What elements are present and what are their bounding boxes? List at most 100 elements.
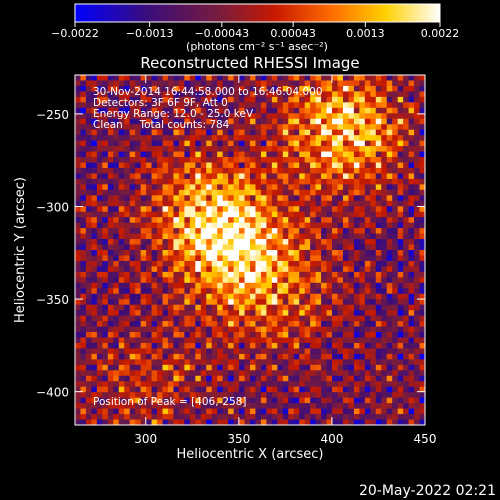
heatmap-cell	[118, 124, 125, 131]
heatmap-cell	[342, 293, 350, 300]
heatmap-cell	[200, 75, 207, 82]
heatmap-cell	[151, 239, 158, 246]
heatmap-cell	[222, 85, 229, 93]
heatmap-cell	[217, 381, 224, 388]
heatmap-cell	[140, 353, 147, 360]
heatmap-cell	[359, 178, 366, 185]
heatmap-cell	[375, 353, 382, 360]
heatmap-cell	[255, 392, 262, 399]
heatmap-cell	[146, 250, 153, 257]
heatmap-cell	[129, 233, 136, 240]
heatmap-cell	[282, 271, 289, 278]
heatmap-cell	[157, 211, 164, 218]
heatmap-cell	[96, 299, 103, 306]
heatmap-cell	[386, 195, 393, 202]
heatmap-cell	[370, 304, 377, 311]
heatmap-cell	[184, 146, 191, 153]
heatmap-cell	[381, 102, 388, 109]
heatmap-cell	[342, 271, 350, 278]
y-tick-label: −300	[36, 200, 69, 214]
heatmap-cell	[337, 342, 344, 350]
heatmap-cell	[408, 206, 415, 213]
heatmap-cell	[299, 250, 306, 257]
heatmap-cell	[173, 277, 180, 284]
heatmap-cell	[271, 359, 278, 366]
heatmap-cell	[228, 96, 235, 103]
heatmap-cell	[353, 304, 360, 311]
heatmap-cell	[206, 162, 213, 169]
heatmap-cell	[222, 299, 229, 306]
heatmap-cell	[157, 129, 164, 136]
heatmap-cell	[397, 419, 404, 425]
heatmap-cell	[271, 107, 278, 114]
heatmap-cell	[299, 233, 306, 240]
heatmap-cell	[315, 282, 322, 289]
heatmap-cell	[96, 250, 103, 257]
heatmap-cell	[282, 217, 289, 224]
heatmap-cell	[353, 408, 360, 415]
heatmap-cell	[414, 146, 421, 153]
heatmap-cell	[195, 271, 202, 278]
heatmap-cell	[167, 129, 175, 136]
heatmap-cell	[239, 332, 246, 339]
heatmap-cell	[118, 419, 125, 425]
heatmap-cell	[157, 348, 164, 355]
heatmap-cell	[178, 217, 185, 224]
heatmap-cell	[381, 397, 388, 404]
heatmap-cell	[244, 359, 251, 366]
heatmap-cell	[332, 162, 339, 169]
heatmap-cell	[167, 288, 175, 295]
heatmap-cell	[140, 250, 147, 257]
heatmap-cell	[342, 315, 350, 322]
heatmap-cell	[348, 91, 355, 98]
heatmap-cell	[260, 342, 268, 350]
heatmap-cell	[397, 222, 404, 229]
heatmap-cell	[282, 233, 289, 240]
heatmap-cell	[419, 113, 425, 120]
heatmap-cell	[304, 167, 311, 175]
heatmap-cell	[157, 217, 164, 224]
heatmap-cell	[211, 288, 218, 295]
heatmap-cell	[173, 370, 180, 377]
heatmap-cell	[288, 255, 295, 262]
heatmap-cell	[222, 315, 229, 322]
heatmap-cell	[375, 304, 382, 311]
heatmap-cell	[211, 173, 218, 180]
heatmap-cell	[217, 173, 224, 180]
heatmap-cell	[299, 244, 306, 251]
heatmap-cell	[107, 408, 114, 415]
heatmap-cell	[151, 157, 158, 164]
heatmap-cell	[146, 353, 153, 360]
heatmap-cell	[118, 102, 125, 109]
heatmap-cell	[288, 386, 295, 393]
heatmap-cell	[397, 408, 404, 415]
heatmap-cell	[167, 419, 175, 425]
heatmap-cell	[381, 260, 388, 268]
heatmap-cell	[200, 397, 207, 404]
heatmap-cell	[91, 293, 98, 300]
heatmap-cell	[414, 315, 421, 322]
heatmap-cell	[321, 80, 328, 87]
heatmap-cell	[96, 414, 103, 421]
heatmap-cell	[348, 342, 355, 350]
heatmap-cell	[75, 282, 82, 289]
heatmap-cell	[277, 353, 284, 360]
heatmap-cell	[124, 96, 131, 103]
heatmap-cell	[75, 332, 82, 339]
heatmap-cell	[348, 140, 355, 147]
heatmap-cell	[293, 189, 300, 196]
heatmap-cell	[96, 282, 103, 289]
heatmap-cell	[206, 277, 213, 284]
heatmap-cell	[381, 206, 388, 213]
heatmap-cell	[91, 408, 98, 415]
heatmap-cell	[386, 135, 393, 142]
heatmap-cell	[162, 250, 169, 257]
heatmap-cell	[239, 321, 246, 328]
heatmap-cell	[321, 359, 328, 366]
heatmap-cell	[178, 80, 185, 87]
heatmap-cell	[195, 266, 202, 273]
heatmap-cell	[392, 135, 399, 142]
heatmap-cell	[359, 91, 366, 98]
heatmap-cell	[85, 271, 93, 278]
heatmap-cell	[173, 266, 180, 273]
